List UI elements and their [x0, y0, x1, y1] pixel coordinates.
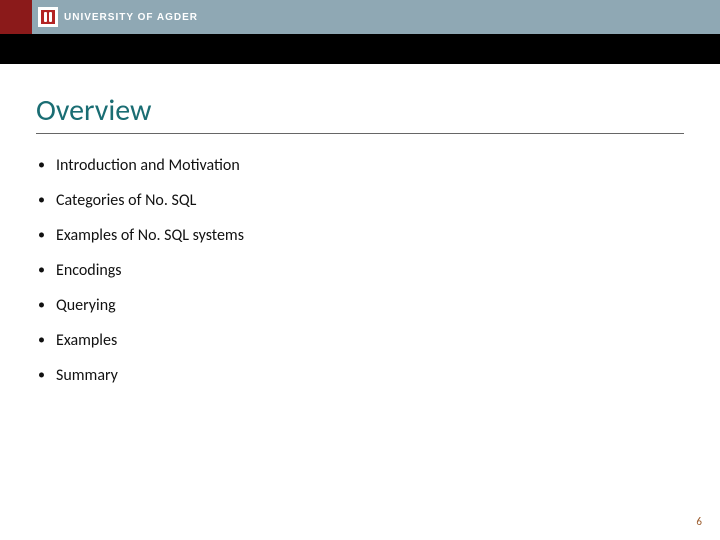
list-item: Examples of No. SQL systems	[38, 226, 684, 245]
bullet-list: Introduction and Motivation Categories o…	[36, 156, 684, 385]
header-main-block: UNIVERSITY OF AGDER	[32, 0, 720, 34]
university-logo-icon	[38, 7, 58, 27]
university-name: UNIVERSITY OF AGDER	[64, 12, 198, 23]
header-accent-block	[0, 0, 32, 34]
slide-content: Overview Introduction and Motivation Cat…	[0, 64, 720, 385]
title-black-bar	[0, 34, 720, 64]
list-item: Summary	[38, 366, 684, 385]
list-item: Encodings	[38, 261, 684, 280]
page-number: 6	[696, 515, 702, 528]
header-bar: UNIVERSITY OF AGDER	[0, 0, 720, 34]
slide-title: Overview	[36, 92, 684, 134]
list-item: Introduction and Motivation	[38, 156, 684, 175]
list-item: Querying	[38, 296, 684, 315]
list-item: Examples	[38, 331, 684, 350]
list-item: Categories of No. SQL	[38, 191, 684, 210]
